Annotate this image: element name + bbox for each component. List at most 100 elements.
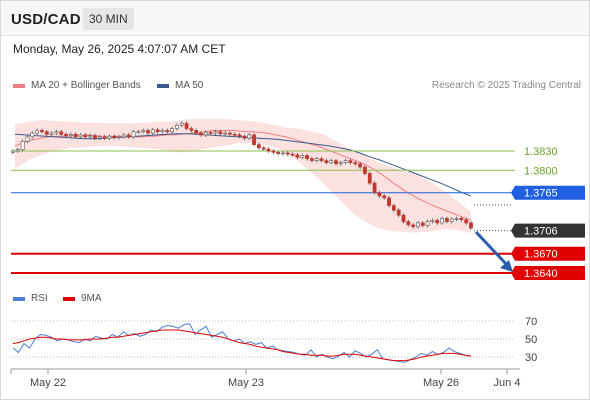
candle-body	[121, 134, 126, 138]
candle-body	[131, 131, 136, 138]
candle-body	[401, 214, 406, 222]
candle-body	[11, 150, 15, 153]
candle-body	[305, 155, 309, 160]
candle-body	[310, 158, 314, 161]
legend-bollinger: MA 20 + Bollinger Bands	[13, 80, 141, 91]
candle-body	[25, 136, 30, 142]
copyright-note: Research © 2025 Trading Central	[431, 80, 581, 91]
candle-body	[170, 128, 174, 133]
x-tick-label: May 22	[30, 377, 66, 389]
rsi-swatch	[13, 296, 25, 301]
bollinger-swatch	[13, 83, 25, 88]
candle-body	[107, 135, 112, 139]
candle-body	[281, 152, 285, 155]
legend-ma50-label: MA 50	[175, 80, 204, 91]
candle-body	[49, 132, 54, 135]
candle-body	[266, 148, 271, 152]
candle-body	[73, 134, 78, 138]
candle-body	[136, 131, 141, 134]
candle-body	[247, 134, 252, 139]
candle-body	[232, 134, 237, 136]
ma50-swatch	[157, 83, 169, 88]
legend-bollinger-label: MA 20 + Bollinger Bands	[31, 80, 141, 91]
candle-body	[343, 160, 348, 163]
candle-body	[348, 160, 353, 163]
candle-body	[146, 130, 150, 134]
x-tick-label: Jun 4	[494, 377, 521, 389]
candle-body	[141, 130, 146, 133]
candle-body	[290, 153, 295, 156]
forecast-arrow-shaft	[474, 230, 510, 268]
candle-body	[165, 130, 170, 133]
candle-body	[228, 132, 232, 135]
bollinger-band-fill	[15, 118, 471, 234]
support-price-label: 1.3670	[524, 249, 558, 261]
candle-body	[20, 141, 25, 151]
rsi-tick-label: 70	[525, 316, 537, 328]
candle-body	[194, 130, 199, 134]
candle-body	[435, 220, 440, 224]
candle-body	[285, 152, 290, 155]
timeframe-badge[interactable]: 30 MIN	[83, 8, 134, 30]
resistance-label: 1.3830	[524, 146, 558, 158]
legend-rsi-label: RSI	[31, 293, 48, 304]
candle-body	[150, 129, 155, 134]
candle-body	[199, 132, 203, 136]
current-price-label: 1.3706	[524, 226, 558, 238]
candle-body	[363, 166, 367, 174]
candle-body	[83, 134, 88, 138]
legend-rsi-ma: 9MA	[63, 293, 102, 304]
candle-body	[449, 218, 454, 222]
candle-body	[271, 150, 276, 153]
candle-body	[184, 123, 189, 129]
candle-body	[208, 132, 213, 134]
candle-body	[30, 132, 35, 138]
candle-body	[406, 221, 411, 226]
candle-body	[117, 136, 121, 139]
candle-body	[179, 123, 184, 126]
symbol-title: USD/CAD	[11, 11, 81, 28]
candle-body	[102, 136, 107, 139]
candle-body	[454, 218, 459, 220]
forecast-arrow-head	[500, 260, 513, 272]
candle-body	[324, 160, 329, 163]
legend-rsi-ma-label: 9MA	[81, 293, 102, 304]
resistance-label: 1.3800	[524, 165, 558, 177]
candle-body	[469, 222, 473, 229]
candle-body	[213, 131, 218, 134]
candle-body	[126, 134, 131, 138]
candle-body	[420, 222, 425, 226]
candle-body	[261, 147, 266, 150]
candle-body	[440, 218, 444, 224]
candle-body	[64, 134, 68, 136]
candle-body	[367, 173, 372, 184]
candle-body	[237, 134, 242, 137]
candle-body	[59, 131, 64, 135]
candle-body	[15, 149, 20, 152]
candle-body	[329, 160, 334, 163]
header-bar: USD/CAD 30 MIN	[1, 1, 589, 36]
candle-body	[358, 163, 363, 168]
x-tick-label: May 23	[228, 377, 264, 389]
candle-body	[112, 135, 117, 138]
candle-body	[314, 158, 319, 161]
pivot-price-tag	[511, 185, 585, 200]
candle-body	[319, 158, 324, 161]
rsi-ma-line	[12, 329, 472, 362]
candle-body	[160, 130, 165, 133]
candle-body	[338, 162, 343, 165]
candle-body	[411, 224, 416, 228]
candle-body	[416, 222, 420, 228]
legend-ma50: MA 50	[157, 80, 203, 91]
candle-body	[430, 220, 435, 222]
legend-rsi: RSI	[13, 293, 48, 304]
candle-body	[218, 131, 223, 134]
candle-body	[256, 144, 261, 149]
candle-body	[44, 131, 49, 135]
candle-body	[203, 132, 208, 136]
candle-body	[252, 134, 256, 145]
candle-body	[300, 155, 305, 158]
candle-body	[387, 197, 391, 206]
candle-body	[35, 130, 40, 134]
pivot-price-label: 1.3765	[524, 188, 558, 200]
